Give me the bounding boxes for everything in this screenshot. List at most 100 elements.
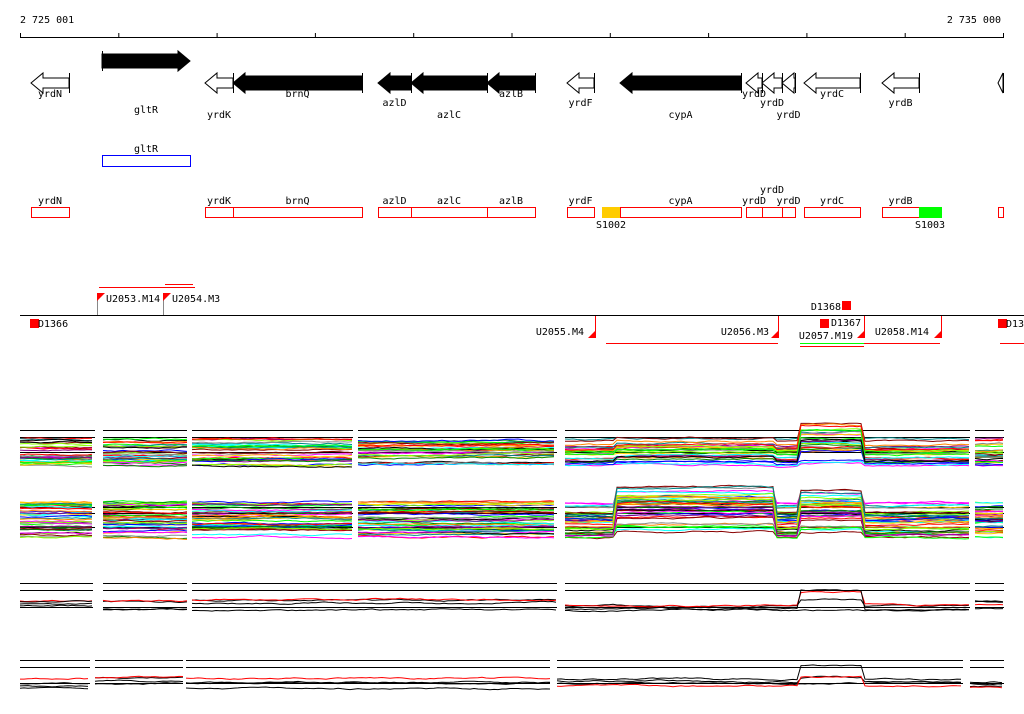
transcript-box-azlB[interactable] [487,207,536,218]
expression-series-line [975,451,1003,454]
expression-series-line [102,526,188,530]
gene-azlB[interactable]: azlB [486,71,536,100]
expression-series-line [564,443,970,464]
expression-series-line [19,686,89,690]
expression-series-line [19,527,93,530]
expression-series-line [556,675,962,688]
gene-yrdC[interactable]: yrdC [803,71,861,100]
transcript-box-yrdK[interactable] [205,207,234,218]
expression-series-line [564,460,970,467]
expression-series-line [19,600,93,603]
gene-brnQ[interactable]: brnQ [232,71,363,100]
gene-arrow-icon[interactable] [486,71,536,95]
expression-series-line [19,446,92,450]
expression-series-line [975,519,1003,521]
expression-series-line [94,682,184,685]
feature-box-icon [30,319,39,328]
transcript-box-yrdF[interactable] [567,207,595,218]
expression-series-line [974,527,1004,530]
gene-label: cypA [668,110,692,121]
gene-yrdN[interactable]: yrdN [30,71,70,100]
expression-series-line [974,449,1004,453]
transcript-box-azlD[interactable] [378,207,412,218]
expression-series-line [19,454,93,458]
transcript-box-S1003[interactable] [919,207,942,218]
expression-series-line [102,521,188,525]
expression-series-line [564,509,969,533]
transcript-box-brnQ[interactable] [233,207,363,218]
expression-series-line [191,506,353,510]
gene-partial[interactable] [997,72,1004,94]
regulator-box[interactable] [102,155,191,167]
gene-arrow-icon[interactable] [410,71,488,95]
expression-series-line [357,502,555,507]
feature-U2054.M3[interactable]: U2054.M3 [163,293,220,315]
transcript-box-yrdB[interactable] [882,207,920,218]
gene-arrow-icon[interactable] [377,71,412,95]
feature-U2057.M19[interactable]: U2057.M19 [799,316,865,342]
expression-series-line [19,502,93,505]
gene-arrow-icon[interactable] [619,71,742,95]
expression-series-line [564,497,970,531]
gene-gltR[interactable]: gltR [101,49,191,116]
expression-tracks [19,422,1004,691]
gene-cypA[interactable]: cypA [619,71,742,121]
gene-arrow-icon[interactable] [881,71,920,95]
expression-series-line [974,455,1003,458]
transcript-box-yrdD[interactable] [782,207,796,218]
expression-series-line [19,464,93,468]
transcript-box-yrdC[interactable] [804,207,861,218]
gene-arrow-icon[interactable] [745,71,763,95]
transcript-box-cypA[interactable] [620,207,742,218]
expression-series-line [185,676,551,680]
gene-arrow-icon[interactable] [232,71,363,95]
gene-yrdF[interactable]: yrdF [566,71,595,109]
transcript-box-yrdN[interactable] [31,207,70,218]
gene-yrdB[interactable]: yrdB [881,71,920,109]
feature-D1368[interactable]: D1368 [811,301,851,313]
transcript-box-S1002[interactable] [602,207,621,218]
gene-yrdK[interactable]: yrdK [204,71,234,121]
feature-label: U2057.M19 [799,331,853,342]
gene-azlD[interactable]: azlD [377,71,412,109]
gene-arrow-icon[interactable] [803,71,861,95]
gene-yrdD[interactable]: yrdD [742,71,766,100]
gene-arrow-icon[interactable] [781,71,796,95]
expression-series-line [102,438,188,442]
expression-series-line [19,511,93,515]
transcript-box-yrdD[interactable] [762,207,783,218]
expression-series-line [969,681,1003,684]
transcript-box-azlC[interactable] [411,207,488,218]
expression-series-line [19,531,93,535]
transcript-box-partial[interactable] [998,207,1004,218]
gene-arrow-icon[interactable] [101,49,191,73]
feature-D1366[interactable]: D1366 [30,319,68,330]
expression-series-line [564,430,970,441]
feature-D1367[interactable]: D1367 [820,318,861,329]
gene-arrow-icon[interactable] [30,71,70,95]
expression-series-line [102,523,188,526]
expression-series-line [19,453,93,456]
gene-azlC[interactable]: azlC [410,71,488,121]
feature-U2056.M3[interactable]: U2056.M3 [721,316,779,338]
feature-U2053.M14[interactable]: U2053.M14 [97,293,160,315]
feature-D13[interactable]: D13 [998,319,1024,330]
feature-flag-icon [97,293,105,301]
gene-track: yrdN gltR yrdK brnQ azlD azlC azlB yrdF cypA yrdD… [30,49,1004,121]
gene-arrow-icon[interactable] [997,72,1004,94]
feature-U2055.M4[interactable]: U2055.M4 [536,316,596,338]
transcript-box-yrdD[interactable] [746,207,763,218]
expression-series-line [974,514,1004,517]
expression-series-line [191,514,353,519]
gene-yrdD[interactable]: yrdD [776,71,801,121]
transcript-label: yrdN [38,196,62,207]
expression-series-line [974,525,1004,528]
transcript-track: yrdN yrdK brnQ azlD azlC azlB yrdF S1002 cypA yrd… [31,185,1004,231]
expression-series-line [974,453,1004,456]
expression-series-line [19,518,93,521]
gene-arrow-icon[interactable] [566,71,595,95]
gene-arrow-icon[interactable] [204,71,234,95]
gene-arrow-icon[interactable] [761,71,783,95]
expression-series-line [974,532,1004,535]
feature-U2058.M14[interactable]: U2058.M14 [875,316,942,338]
